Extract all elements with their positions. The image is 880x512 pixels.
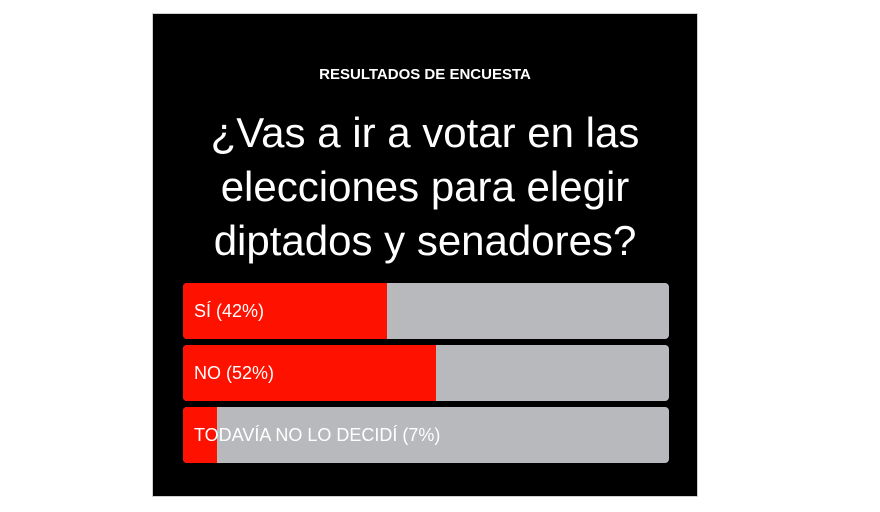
poll-kicker: RESULTADOS DE ENCUESTA bbox=[319, 66, 531, 83]
poll-bar-si bbox=[183, 283, 388, 339]
poll-option-no[interactable]: NO (52%) bbox=[183, 345, 669, 401]
poll-label-si: SÍ (42%) bbox=[194, 300, 265, 321]
poll-option-undecided[interactable]: TODAVÍA NO LO DECIDÍ (7%) bbox=[183, 407, 669, 463]
poll-question: ¿Vas a ir a votar en las elecciones para… bbox=[210, 109, 640, 264]
poll-label-no: NO (52%) bbox=[194, 362, 275, 383]
poll-card: RESULTADOS DE ENCUESTA ¿Vas a ir a votar… bbox=[152, 13, 698, 497]
poll-label-undecided: TODAVÍA NO LO DECIDÍ (7%) bbox=[194, 424, 441, 445]
poll-bar-undecided bbox=[183, 407, 218, 463]
poll-option-si[interactable]: SÍ (42%) bbox=[183, 283, 669, 339]
poll-options: SÍ (42%) NO (52%) TODAVÍA NO LO DECIDÍ (… bbox=[183, 283, 669, 469]
poll-bar-no bbox=[183, 345, 436, 401]
